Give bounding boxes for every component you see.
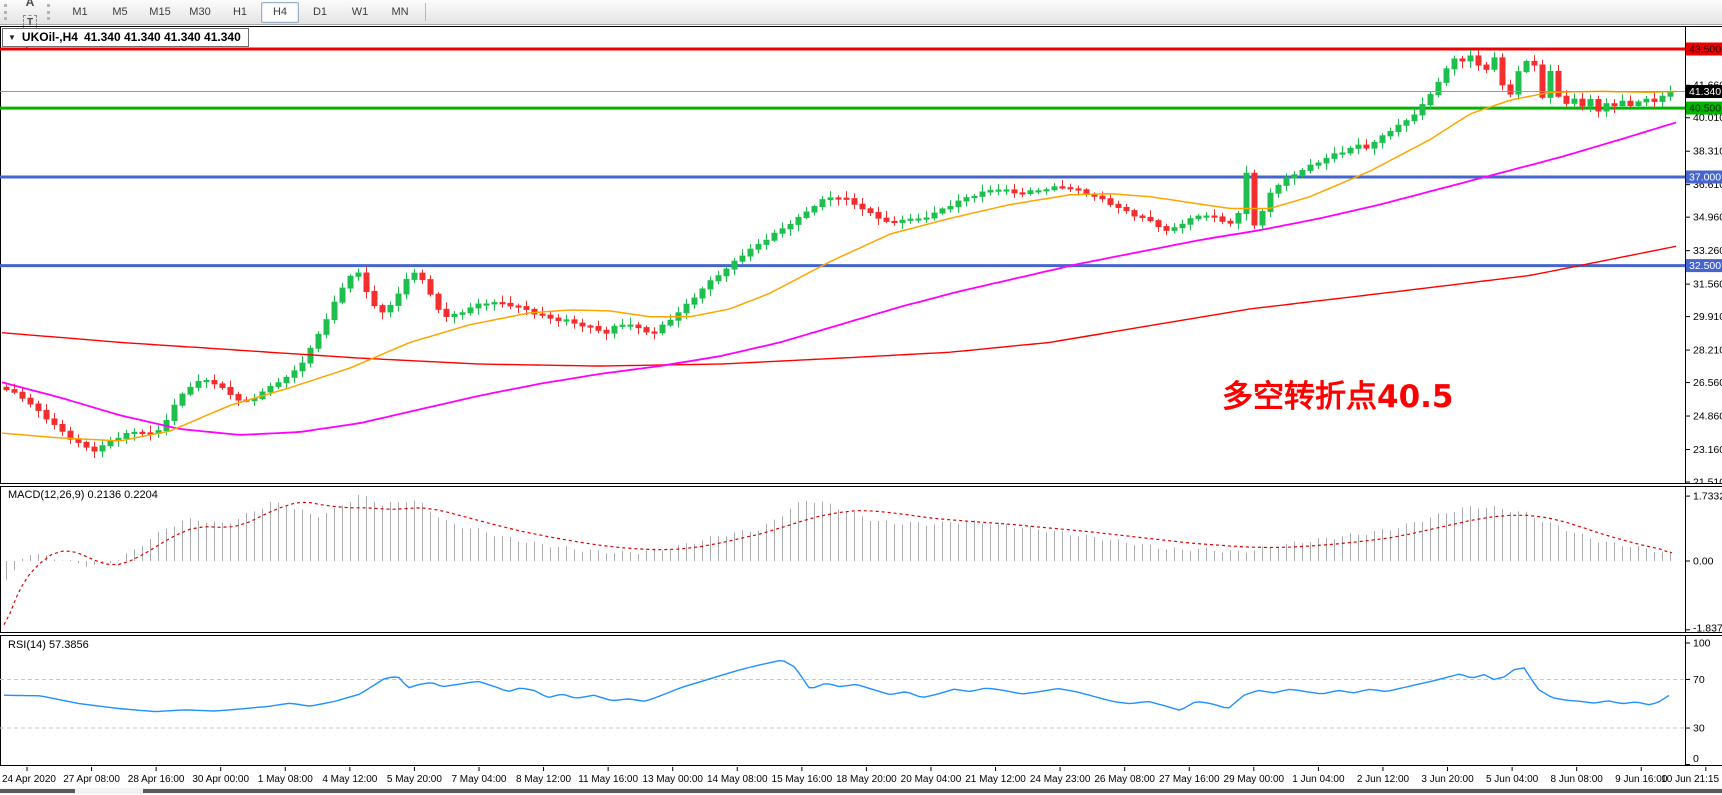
timeframe-button-M30[interactable]: M30 [189, 6, 211, 18]
toolbar-grip[interactable] [4, 4, 11, 20]
svg-text:37.000: 37.000 [1689, 171, 1721, 183]
price-levels[interactable] [0, 47, 1685, 268]
price-tick-label: 34.960 [1693, 212, 1722, 224]
price-tick-label: 31.560 [1693, 279, 1722, 291]
rsi-line [3, 659, 1670, 713]
toolbar-grip-2[interactable] [47, 4, 54, 20]
time-tick-label: 29 May 00:00 [1224, 774, 1285, 785]
price-tick-label: 40.010 [1693, 112, 1722, 124]
chart-symbol-title: UKOil-,H4 [21, 30, 78, 44]
time-tick-label: 1 May 08:00 [258, 774, 313, 785]
main-price-chart[interactable]: 41.66040.01038.31036.61034.96033.26031.5… [0, 26, 1722, 484]
price-tick-label: 21.510 [1693, 477, 1722, 484]
time-tick-label: 10 Jun 21:15 [1661, 774, 1719, 785]
time-tick-label: 9 Jun 16:00 [1615, 774, 1668, 785]
rsi-axis: 100 70 30 0 [1685, 638, 1711, 765]
rsi-tick-label: 30 [1693, 723, 1705, 735]
macd-tick-label: 1.7332 [1693, 491, 1722, 503]
macd-signal-line [3, 501, 1673, 625]
chart-ohlc-values: 41.340 41.340 41.340 41.340 [83, 30, 241, 44]
timeframe-button-M1[interactable]: M1 [72, 6, 88, 18]
time-tick-label: 26 May 08:00 [1094, 774, 1155, 785]
time-tick-label: 2 Jun 12:00 [1357, 774, 1410, 785]
price-tick-label: 38.310 [1693, 146, 1722, 158]
rsi-level-lines [0, 678, 1685, 729]
scrollbar-thumb-left[interactable] [0, 789, 75, 793]
time-tick-label: 24 May 23:00 [1030, 774, 1091, 785]
collapse-ohlc-icon[interactable]: ▼ [8, 32, 16, 42]
svg-text:32.500: 32.500 [1689, 260, 1721, 272]
price-badge-32.500: 32.500 [1686, 259, 1722, 273]
time-tick-label: 5 Jun 04:00 [1486, 774, 1539, 785]
rsi-tick-label: 70 [1693, 674, 1705, 686]
svg-text:40.500: 40.500 [1689, 103, 1721, 115]
time-tick-label: 5 May 20:00 [387, 774, 442, 785]
time-tick-label: 8 May 12:00 [516, 774, 571, 785]
price-badge-37.000: 37.000 [1686, 170, 1722, 184]
time-tick-label: 7 May 04:00 [451, 774, 506, 785]
annotation-text: 多空转折点40.5 [1222, 379, 1454, 415]
rsi-indicator-panel[interactable]: 100 70 30 0 [0, 635, 1722, 766]
time-tick-label: 13 May 00:00 [642, 774, 703, 785]
chart-title-box[interactable]: ▼ UKOil-,H4 41.340 41.340 41.340 41.340 [2, 28, 249, 47]
rsi-tick-label: 0 [1693, 753, 1699, 765]
price-tick-label: 26.560 [1693, 377, 1722, 389]
time-tick-label: 21 May 12:00 [965, 774, 1026, 785]
fast-ma-line [1, 90, 1677, 442]
time-tick-label: 27 Apr 08:00 [63, 774, 120, 785]
macd-axis: 1.7332 0.00 -1.8375 [1685, 491, 1722, 633]
medium-ma-line [1, 121, 1677, 436]
price-tick-label: 28.210 [1693, 345, 1722, 357]
timeframe-button-D1[interactable]: D1 [312, 6, 328, 18]
time-tick-label: 1 Jun 04:00 [1292, 774, 1345, 785]
time-tick-label: 15 May 16:00 [772, 774, 833, 785]
macd-indicator-panel[interactable]: 1.7332 0.00 -1.8375 [0, 486, 1722, 633]
price-tick-label: 33.260 [1693, 245, 1722, 257]
time-tick-label: 3 Jun 20:00 [1421, 774, 1474, 785]
price-tick-label: 24.860 [1693, 411, 1722, 423]
scrollbar-thumb-main[interactable] [143, 789, 1722, 793]
timeframe-button-M15[interactable]: M15 [149, 6, 171, 18]
timeframe-button-W1[interactable]: W1 [351, 6, 369, 18]
price-tick-label: 29.910 [1693, 311, 1722, 323]
time-tick-label: 18 May 20:00 [836, 774, 897, 785]
time-tick-label: 11 May 16:00 [578, 774, 638, 785]
time-tick-label: 28 Apr 16:00 [128, 774, 185, 785]
rsi-label: RSI(14) 57.3856 [8, 639, 89, 651]
timeframe-button-H1[interactable]: H1 [232, 6, 248, 18]
price-axis: 41.66040.01038.31036.61034.96033.26031.5… [1685, 80, 1722, 484]
price-badge-40.500: 40.500 [1686, 101, 1722, 115]
price-tick-label: 23.160 [1693, 444, 1722, 456]
timeframe-button-M5[interactable]: M5 [112, 6, 128, 18]
toolbar-separator [425, 3, 426, 21]
time-tick-label: 20 May 04:00 [901, 774, 962, 785]
time-axis: 24 Apr 2020 27 Apr 08:00 28 Apr 16:00 30 Ap… [2, 767, 1719, 785]
time-tick-label: 27 May 16:00 [1159, 774, 1220, 785]
timeframe-bar: M1 M5 M15 M30 H1 H4 D1 W1 MN [60, 1, 420, 23]
timeframe-button-MN[interactable]: MN [391, 6, 409, 18]
timeframe-button-H4[interactable]: H4 [261, 1, 299, 23]
svg-text:41.340: 41.340 [1689, 86, 1721, 98]
rsi-tick-label: 100 [1693, 638, 1711, 650]
macd-label: MACD(12,26,9) 0.2136 0.2204 [8, 489, 158, 501]
price-badge-43.500: 43.500 [1686, 42, 1722, 56]
macd-tick-label: -1.8375 [1693, 623, 1722, 634]
text-annotation-tool-icon[interactable]: A [25, 0, 35, 9]
time-tick-label: 4 May 12:00 [322, 774, 377, 785]
svg-text:43.500: 43.500 [1689, 44, 1721, 56]
macd-histogram [6, 494, 1671, 580]
candlesticks [3, 50, 1674, 458]
time-tick-label: 30 Apr 00:00 [192, 774, 249, 785]
time-tick-label: 14 May 08:00 [707, 774, 768, 785]
time-tick-label: 8 Jun 08:00 [1551, 774, 1604, 785]
time-tick-label: 24 Apr 2020 [2, 774, 56, 785]
slow-ma-line [1, 245, 1677, 367]
macd-tick-label: 0.00 [1693, 556, 1714, 568]
price-badge-41.340: 41.340 [1686, 85, 1722, 99]
